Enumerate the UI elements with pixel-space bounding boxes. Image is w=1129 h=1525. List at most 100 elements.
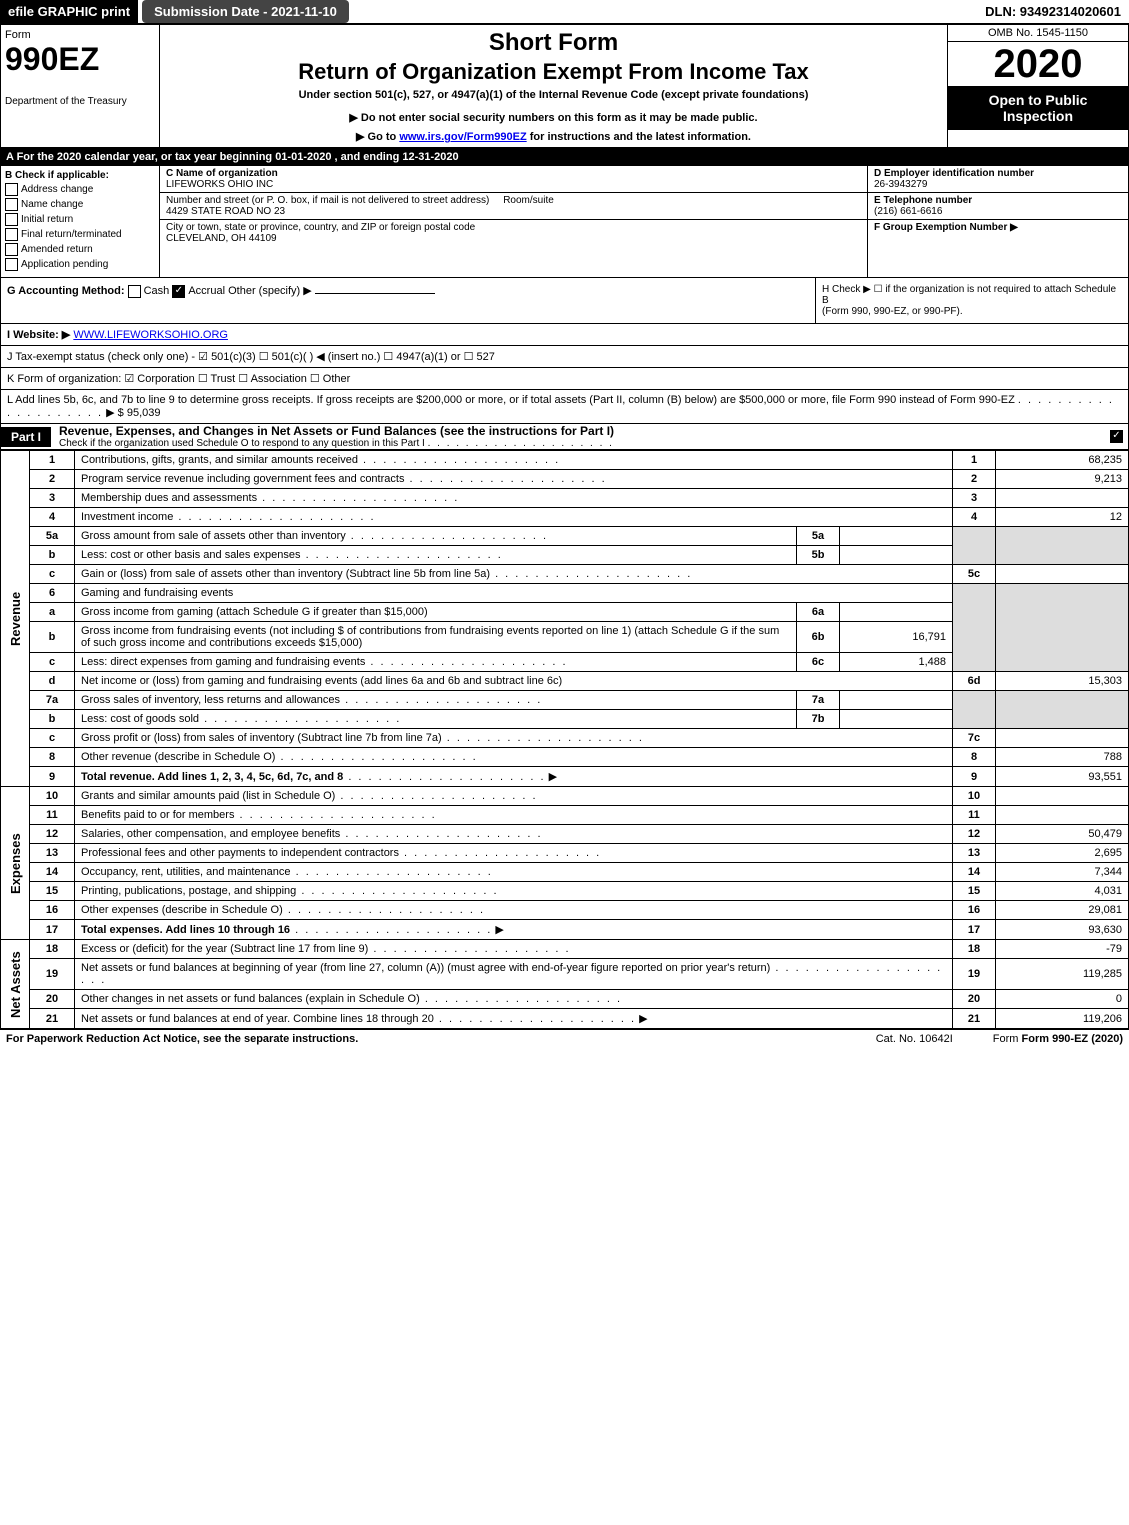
line-12-rnum: 12 bbox=[953, 825, 996, 844]
shade-5-val bbox=[996, 527, 1129, 565]
line-20-num: 20 bbox=[30, 990, 75, 1009]
chk-final-return[interactable]: Final return/terminated bbox=[5, 228, 155, 241]
line-5c-desc: Gain or (loss) from sale of assets other… bbox=[75, 565, 953, 584]
chk-amended-return[interactable]: Amended return bbox=[5, 243, 155, 256]
line-6b-num: b bbox=[30, 622, 75, 653]
address-value: 4429 STATE ROAD NO 23 bbox=[166, 206, 285, 217]
line-20-desc: Other changes in net assets or fund bala… bbox=[75, 990, 953, 1009]
line-7c-desc: Gross profit or (loss) from sales of inv… bbox=[75, 729, 953, 748]
section-j: J Tax-exempt status (check only one) - ☑… bbox=[0, 346, 1129, 368]
line-8-desc: Other revenue (describe in Schedule O) bbox=[75, 748, 953, 767]
line-10-num: 10 bbox=[30, 787, 75, 806]
chk-accrual[interactable]: ✓ bbox=[172, 285, 185, 298]
ssn-warning: ▶ Do not enter social security numbers o… bbox=[168, 111, 939, 124]
section-c: C Name of organization LIFEWORKS OHIO IN… bbox=[160, 166, 867, 277]
other-specify-input[interactable] bbox=[315, 293, 435, 294]
phone-value: (216) 661-6616 bbox=[874, 206, 942, 217]
line-4-desc: Investment income bbox=[75, 508, 953, 527]
line-9-desc: Total revenue. Add lines 1, 2, 3, 4, 5c,… bbox=[75, 767, 953, 787]
section-h-line1: H Check ▶ ☐ if the organization is not r… bbox=[822, 284, 1122, 306]
org-name-label: C Name of organization bbox=[166, 168, 278, 179]
line-2-rnum: 2 bbox=[953, 470, 996, 489]
line-13-num: 13 bbox=[30, 844, 75, 863]
section-l-text: L Add lines 5b, 6c, and 7b to line 9 to … bbox=[7, 394, 1015, 406]
line-14-num: 14 bbox=[30, 863, 75, 882]
goto-pre: ▶ Go to bbox=[356, 131, 399, 143]
line-4-rnum: 4 bbox=[953, 508, 996, 527]
line-6a-mnum: 6a bbox=[797, 603, 840, 622]
website-label: I Website: ▶ bbox=[7, 329, 70, 341]
netassets-side-label: Net Assets bbox=[1, 940, 30, 1029]
line-5b-mnum: 5b bbox=[797, 546, 840, 565]
line-5a-mnum: 5a bbox=[797, 527, 840, 546]
line-11-desc: Benefits paid to or for members bbox=[75, 806, 953, 825]
right-header-cell: OMB No. 1545-1150 2020 Open to Public In… bbox=[947, 25, 1128, 147]
tax-year: 2020 bbox=[948, 42, 1128, 86]
line-7b-mnum: 7b bbox=[797, 710, 840, 729]
chk-application-pending[interactable]: Application pending bbox=[5, 258, 155, 271]
line-4-num: 4 bbox=[30, 508, 75, 527]
line-20-val: 0 bbox=[996, 990, 1129, 1009]
line-9-num: 9 bbox=[30, 767, 75, 787]
ein-value: 26-3943279 bbox=[874, 179, 927, 190]
irs-link[interactable]: www.irs.gov/Form990EZ bbox=[399, 131, 526, 143]
part-1-title: Revenue, Expenses, and Changes in Net As… bbox=[51, 424, 1108, 438]
line-6c-mval: 1,488 bbox=[840, 653, 953, 672]
short-form-title: Short Form bbox=[168, 29, 939, 57]
line-17-num: 17 bbox=[30, 920, 75, 940]
line-17-rnum: 17 bbox=[953, 920, 996, 940]
line-6b-mval: 16,791 bbox=[840, 622, 953, 653]
form-number: 990EZ bbox=[5, 41, 155, 78]
form-header: Form 990EZ Department of the Treasury Sh… bbox=[0, 24, 1129, 148]
line-5b-desc: Less: cost or other basis and sales expe… bbox=[75, 546, 797, 565]
chk-name-change[interactable]: Name change bbox=[5, 198, 155, 211]
shade-7-val bbox=[996, 691, 1129, 729]
line-6-num: 6 bbox=[30, 584, 75, 603]
line-15-val: 4,031 bbox=[996, 882, 1129, 901]
line-6-desc: Gaming and fundraising events bbox=[75, 584, 953, 603]
line-6d-num: d bbox=[30, 672, 75, 691]
section-e: E Telephone number (216) 661-6616 bbox=[868, 193, 1128, 220]
line-8-val: 788 bbox=[996, 748, 1129, 767]
line-19-val: 119,285 bbox=[996, 959, 1129, 990]
address-row: Number and street (or P. O. box, if mail… bbox=[160, 193, 867, 220]
line-3-val bbox=[996, 489, 1129, 508]
chk-address-change[interactable]: Address change bbox=[5, 183, 155, 196]
expenses-side-label: Expenses bbox=[1, 787, 30, 940]
line-14-desc: Occupancy, rent, utilities, and maintena… bbox=[75, 863, 953, 882]
line-18-desc: Excess or (deficit) for the year (Subtra… bbox=[75, 940, 953, 959]
part-1-table: Revenue 1 Contributions, gifts, grants, … bbox=[0, 450, 1129, 1029]
org-name-row: C Name of organization LIFEWORKS OHIO IN… bbox=[160, 166, 867, 193]
website-link[interactable]: WWW.LIFEWORKSOHIO.ORG bbox=[73, 329, 228, 341]
line-19-num: 19 bbox=[30, 959, 75, 990]
section-g: G Accounting Method: Cash ✓Accrual Other… bbox=[1, 278, 815, 323]
line-6a-num: a bbox=[30, 603, 75, 622]
chk-initial-return[interactable]: Initial return bbox=[5, 213, 155, 226]
line-13-rnum: 13 bbox=[953, 844, 996, 863]
line-18-rnum: 18 bbox=[953, 940, 996, 959]
line-1-rnum: 1 bbox=[953, 451, 996, 470]
line-10-val bbox=[996, 787, 1129, 806]
part-1-checkbox[interactable]: ✓ bbox=[1108, 430, 1128, 443]
section-l-amount: ▶ $ 95,039 bbox=[106, 407, 160, 419]
info-grid: B Check if applicable: Address change Na… bbox=[0, 166, 1129, 278]
line-7b-desc: Less: cost of goods sold bbox=[75, 710, 797, 729]
line-19-rnum: 19 bbox=[953, 959, 996, 990]
line-14-rnum: 14 bbox=[953, 863, 996, 882]
return-title: Return of Organization Exempt From Incom… bbox=[168, 59, 939, 85]
line-11-rnum: 11 bbox=[953, 806, 996, 825]
line-5a-num: 5a bbox=[30, 527, 75, 546]
chk-cash[interactable] bbox=[128, 285, 141, 298]
phone-label: E Telephone number bbox=[874, 195, 972, 206]
line-13-desc: Professional fees and other payments to … bbox=[75, 844, 953, 863]
department-label: Department of the Treasury bbox=[5, 96, 155, 107]
line-15-rnum: 15 bbox=[953, 882, 996, 901]
line-1-desc: Contributions, gifts, grants, and simila… bbox=[75, 451, 953, 470]
line-7c-rnum: 7c bbox=[953, 729, 996, 748]
section-h: H Check ▶ ☐ if the organization is not r… bbox=[815, 278, 1128, 323]
section-b: B Check if applicable: Address change Na… bbox=[1, 166, 160, 277]
line-2-num: 2 bbox=[30, 470, 75, 489]
line-21-val: 119,206 bbox=[996, 1009, 1129, 1029]
section-i: I Website: ▶ WWW.LIFEWORKSOHIO.ORG bbox=[0, 324, 1129, 346]
cat-no: Cat. No. 10642I bbox=[876, 1033, 953, 1045]
